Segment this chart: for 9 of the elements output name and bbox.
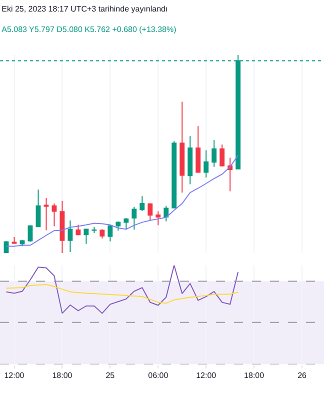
chart-title: Eki 25, 2023 18:17 UTC+3 tarihinde yayınlandı bbox=[2, 4, 168, 14]
x-tick-label: 12:00 bbox=[4, 371, 25, 380]
x-tick-label: 25 bbox=[106, 371, 116, 380]
x-tick-label: 06:00 bbox=[148, 371, 169, 380]
chart-subtitle: A5.083 Y5.797 D5.080 K5.762 +0.680 (+13.38%) bbox=[2, 25, 177, 34]
x-tick-label: 26 bbox=[298, 371, 308, 380]
x-tick-label: 18:00 bbox=[244, 371, 265, 380]
x-tick-label: 18:00 bbox=[52, 371, 73, 380]
x-tick-label: 12:00 bbox=[196, 371, 217, 380]
